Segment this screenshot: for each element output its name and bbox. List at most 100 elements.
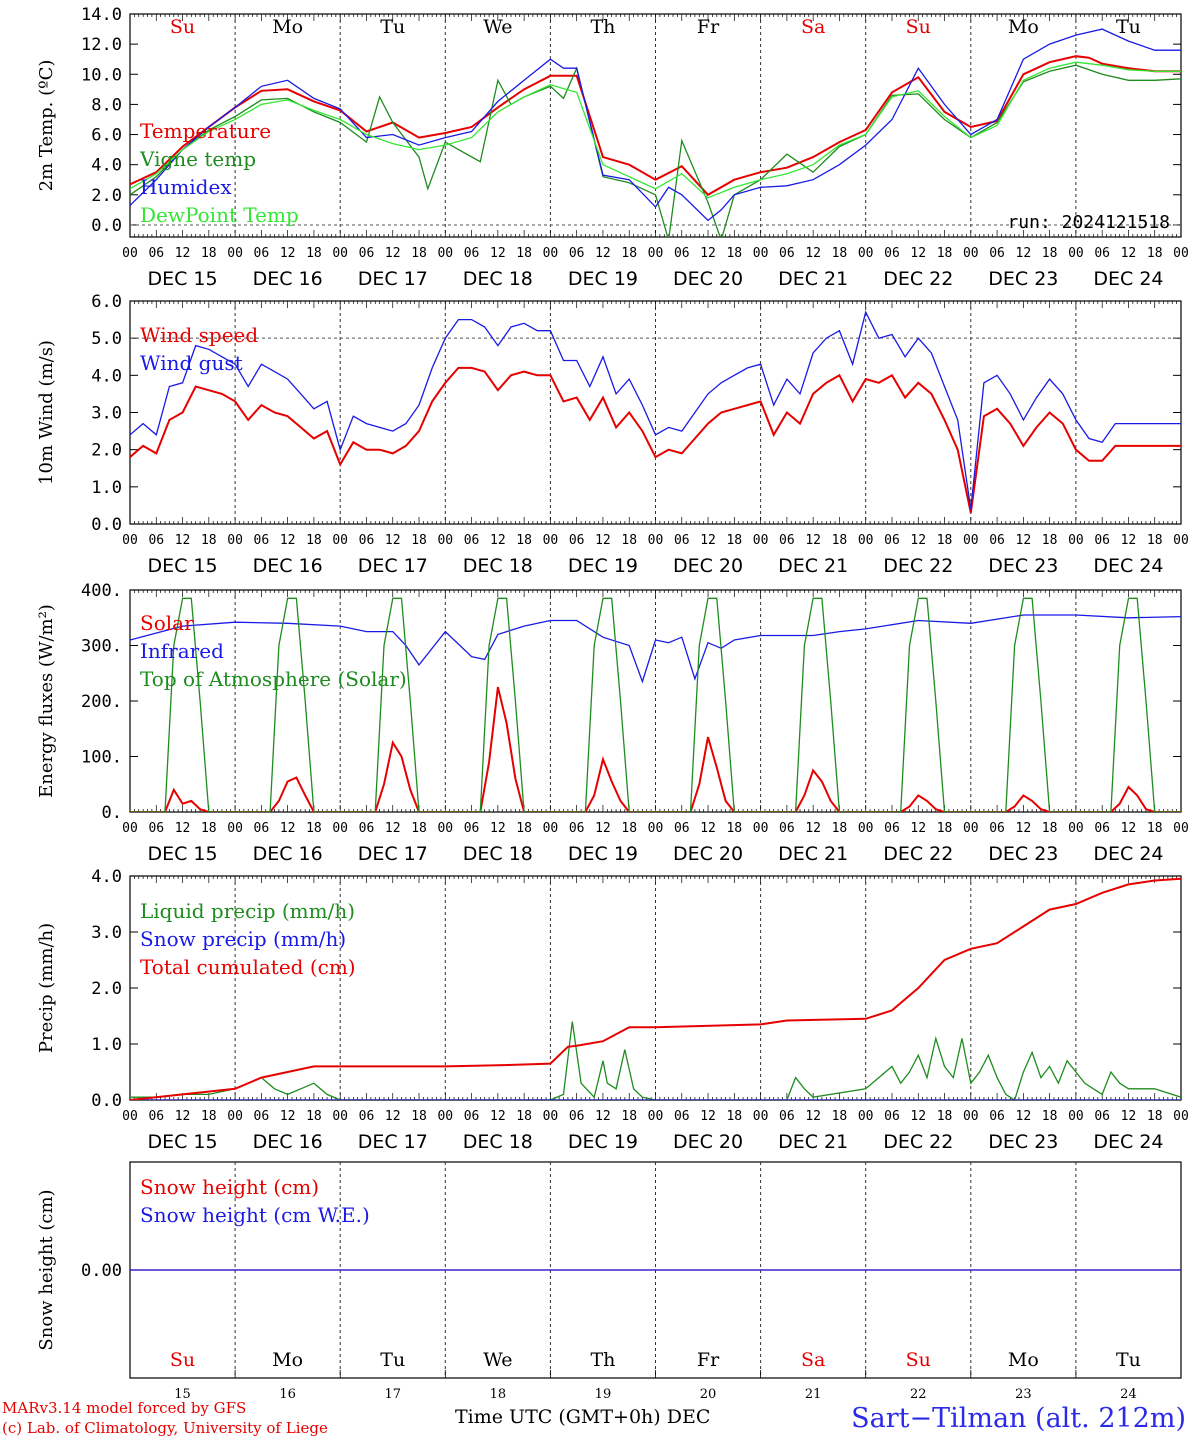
- y-tick-label: 300.: [81, 637, 122, 657]
- hour-tick-label: 12: [1121, 821, 1137, 836]
- weekday-label: Sa: [801, 16, 825, 38]
- weekday-label: Su: [170, 1349, 195, 1371]
- hour-tick-label: 00: [227, 246, 243, 261]
- series-line-liquid-precip-mm-h-: [130, 1021, 1181, 1100]
- hour-tick-label: 12: [700, 821, 716, 836]
- weekday-label: Th: [590, 1349, 615, 1371]
- date-label: DEC 20: [673, 1131, 743, 1153]
- hour-tick-label: 06: [569, 821, 585, 836]
- y-tick-label: 100.: [81, 748, 122, 768]
- y-tick-label: 8.0: [91, 95, 122, 115]
- y-tick-label: 400.: [81, 581, 122, 601]
- y-tick-label: 6.0: [91, 292, 122, 312]
- hour-tick-label: 00: [1068, 1109, 1084, 1124]
- date-label: DEC 18: [463, 268, 533, 290]
- date-label: DEC 21: [778, 555, 848, 577]
- hour-tick-label: 06: [884, 821, 900, 836]
- hour-tick-label: 18: [1147, 821, 1163, 836]
- hour-tick-label: 12: [700, 533, 716, 548]
- hour-tick-label: 12: [805, 1109, 821, 1124]
- time-axis-label: Time UTC (GMT+0h) DEC: [455, 1406, 710, 1428]
- y-tick-label: 2.0: [91, 186, 122, 206]
- hour-tick-label: 18: [621, 246, 637, 261]
- hour-tick-label: 00: [1173, 533, 1189, 548]
- hour-tick-label: 00: [227, 821, 243, 836]
- weekday-label: Fr: [697, 1349, 720, 1371]
- legend-entry: Snow height (cm W.E.): [140, 1203, 370, 1227]
- hour-tick-label: 00: [1173, 1109, 1189, 1124]
- hour-tick-label: 12: [385, 821, 401, 836]
- day-number-label: 16: [279, 1387, 296, 1402]
- hour-tick-label: 06: [569, 246, 585, 261]
- series-line-temperature: [130, 55, 1181, 197]
- hour-tick-label: 00: [332, 533, 348, 548]
- hour-tick-label: 18: [201, 1109, 217, 1124]
- hour-tick-label: 00: [1068, 246, 1084, 261]
- hour-tick-label: 12: [1121, 1109, 1137, 1124]
- series-line-humidex: [130, 28, 1181, 222]
- y-axis-title: Precip (mm/h): [36, 923, 57, 1053]
- day-number-label: 17: [384, 1387, 401, 1402]
- hour-tick-label: 12: [175, 821, 191, 836]
- panel-3: 0. 100. 200. 300. 400. Energy fluxes (W/m²) So…: [36, 581, 1189, 865]
- hour-tick-label: 12: [700, 1109, 716, 1124]
- date-label: DEC 17: [358, 268, 428, 290]
- series-line-wind-speed: [130, 366, 1181, 514]
- hour-tick-label: 06: [464, 533, 480, 548]
- hour-tick-label: 18: [306, 533, 322, 548]
- hour-tick-label: 18: [411, 1109, 427, 1124]
- date-label: DEC 15: [147, 268, 217, 290]
- y-tick-label: 14.0: [81, 5, 122, 25]
- hour-tick-label: 12: [805, 246, 821, 261]
- weekday-label: Su: [170, 16, 195, 38]
- hour-tick-label: 18: [1042, 533, 1058, 548]
- date-label: DEC 16: [253, 1131, 323, 1153]
- hour-tick-label: 00: [122, 821, 138, 836]
- hour-tick-label: 00: [543, 1109, 559, 1124]
- date-label: DEC 23: [988, 1131, 1058, 1153]
- y-tick-label: 0.0: [91, 1091, 122, 1111]
- hour-tick-label: 18: [937, 1109, 953, 1124]
- y-axis-title: 10m Wind (m/s): [36, 340, 57, 485]
- hour-tick-label: 06: [989, 1109, 1005, 1124]
- date-label: DEC 22: [883, 268, 953, 290]
- legend-entry: Snow height (cm): [140, 1175, 319, 1199]
- day-number-label: 18: [490, 1387, 507, 1402]
- hour-tick-label: 18: [621, 821, 637, 836]
- hour-tick-label: 12: [1016, 1109, 1032, 1124]
- hour-tick-label: 12: [175, 533, 191, 548]
- hour-tick-label: 18: [937, 533, 953, 548]
- y-tick-label: 4.0: [91, 156, 122, 176]
- weekday-label: Mo: [1008, 16, 1039, 38]
- y-tick-label: 2.0: [91, 441, 122, 461]
- hour-tick-label: 06: [1094, 821, 1110, 836]
- date-label: DEC 23: [988, 843, 1058, 865]
- date-label: DEC 18: [463, 843, 533, 865]
- hour-tick-label: 12: [910, 1109, 926, 1124]
- hour-tick-label: 00: [963, 246, 979, 261]
- hour-tick-label: 18: [726, 1109, 742, 1124]
- hour-tick-label: 12: [280, 246, 296, 261]
- panel-1: 0.0 2.0 4.0 6.0 8.0 10.0 12.0 14.0 2m Temp. (ºC)…: [36, 5, 1189, 290]
- hour-tick-label: 00: [753, 246, 769, 261]
- hour-tick-label: 00: [963, 533, 979, 548]
- legend-entry: Total cumulated (cm): [140, 955, 356, 979]
- hour-tick-label: 12: [280, 1109, 296, 1124]
- hour-tick-label: 06: [464, 1109, 480, 1124]
- date-label: DEC 20: [673, 843, 743, 865]
- date-label: DEC 20: [673, 268, 743, 290]
- hour-tick-label: 12: [595, 1109, 611, 1124]
- hour-tick-label: 12: [805, 533, 821, 548]
- y-tick-label: 5.0: [91, 329, 122, 349]
- hour-tick-label: 00: [858, 533, 874, 548]
- legend-entry: Vigne temp: [139, 147, 256, 171]
- y-tick-label: 2.0: [91, 979, 122, 999]
- date-label: DEC 21: [778, 843, 848, 865]
- series-line-wind-gust: [130, 310, 1181, 510]
- y-tick-label: 1.0: [91, 1035, 122, 1055]
- date-label: DEC 16: [253, 843, 323, 865]
- hour-tick-label: 00: [753, 1109, 769, 1124]
- day-number-label: 19: [595, 1387, 612, 1402]
- hour-tick-label: 06: [779, 533, 795, 548]
